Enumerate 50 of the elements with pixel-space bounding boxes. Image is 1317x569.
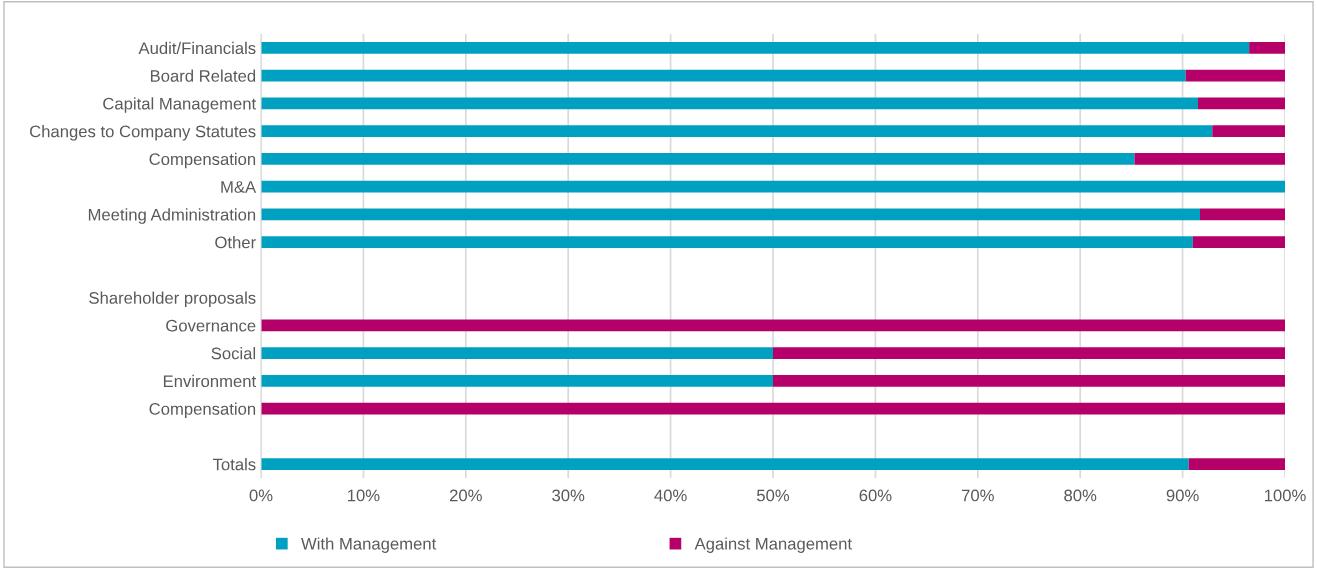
x-tick-label: 70% (961, 489, 994, 502)
x-tick-label: 100% (1264, 489, 1306, 502)
x-tick-label: 50% (756, 489, 790, 502)
y-tick-label: Compensation (149, 152, 256, 169)
bar (1185, 69, 1285, 82)
x-tick-label: 40% (654, 489, 687, 502)
y-tick-label: Meeting Administration (88, 208, 256, 224)
bar (261, 319, 1285, 332)
x-tick-label: 30% (552, 489, 585, 502)
y-tick-label: Capital Management (103, 97, 257, 113)
y-tick-label: Shareholder proposals (89, 291, 256, 308)
y-tick-label: Social (211, 347, 256, 360)
y-tick-label: Totals (212, 458, 256, 471)
bar (1192, 236, 1285, 248)
bar (261, 69, 1186, 82)
bar (261, 402, 1285, 415)
bar (261, 125, 1213, 137)
bar (1249, 42, 1285, 54)
bar (261, 97, 1198, 110)
bar (261, 347, 773, 359)
bar (261, 458, 1189, 470)
x-tick-label: 10% (347, 489, 380, 502)
bar (1134, 153, 1285, 165)
y-tick-label: M&A (221, 181, 257, 193)
y-tick-label: Board Related (150, 69, 256, 82)
y-tick-label: Compensation (149, 402, 256, 419)
x-tick-label: 60% (859, 489, 892, 502)
y-tick-label: Governance (166, 319, 256, 332)
y-tick-label: Other (215, 236, 256, 249)
bar (1212, 125, 1285, 137)
x-tick-label: 0% (249, 489, 273, 502)
bar (261, 236, 1193, 248)
x-tick-label: 90% (1166, 489, 1199, 502)
legend-label: With Management (301, 537, 437, 553)
bar (1188, 458, 1285, 470)
bar (1200, 208, 1285, 221)
bar (1197, 97, 1285, 110)
bar (773, 375, 1285, 387)
bar (261, 180, 1285, 193)
x-tick-label: 80% (1064, 489, 1097, 502)
y-tick-label: Changes to Company Statutes (30, 125, 256, 141)
bar (261, 153, 1135, 165)
y-tick-label: Environment (163, 374, 257, 388)
legend-label: Against Management (694, 537, 852, 553)
bar (261, 42, 1250, 54)
x-tick-label: 20% (449, 489, 482, 502)
y-tick-label: Audit/Financials (138, 41, 256, 55)
bar (261, 375, 773, 387)
bar (773, 347, 1285, 359)
bar (261, 208, 1201, 221)
